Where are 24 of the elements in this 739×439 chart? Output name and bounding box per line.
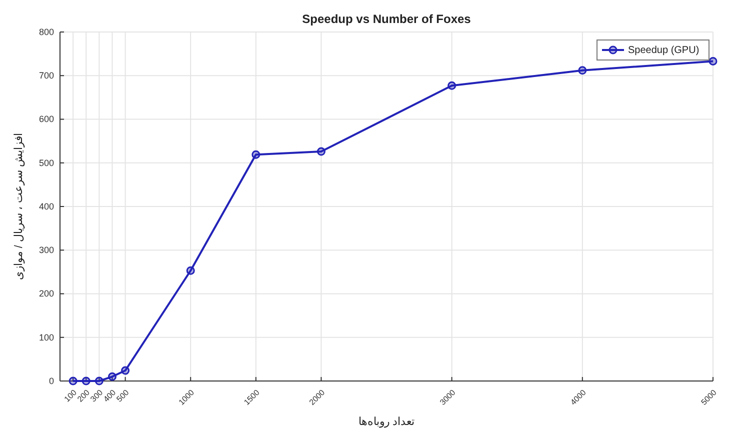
point xyxy=(94,376,104,386)
x-axis-title: تعداد روباه‌ها xyxy=(358,416,415,428)
y-axis-title: افزایش سرعت ، سریال / موازی xyxy=(13,132,25,280)
point xyxy=(82,376,90,386)
point xyxy=(252,150,260,159)
point xyxy=(448,81,456,90)
y-tick-label: 800 xyxy=(38,26,54,37)
point xyxy=(186,266,195,275)
point xyxy=(578,66,587,75)
chart-title: Speedup vs Number of Foxes xyxy=(302,12,472,26)
point xyxy=(121,366,130,375)
y-tick-label: 0 xyxy=(48,376,54,386)
y-tick-label: 300 xyxy=(38,245,54,256)
y-tick-label: 500 xyxy=(38,158,54,168)
point xyxy=(68,376,78,386)
y-tick-label: 600 xyxy=(38,114,54,124)
point xyxy=(108,372,116,381)
y-tick-label: 100 xyxy=(38,332,54,342)
point xyxy=(708,56,718,66)
y-tick-label: 400 xyxy=(38,201,54,212)
point xyxy=(316,147,326,156)
y-tick-label: 200 xyxy=(38,288,54,299)
legend-label: Speedup (GPU) xyxy=(628,45,700,56)
y-tick-label: 700 xyxy=(38,70,54,81)
